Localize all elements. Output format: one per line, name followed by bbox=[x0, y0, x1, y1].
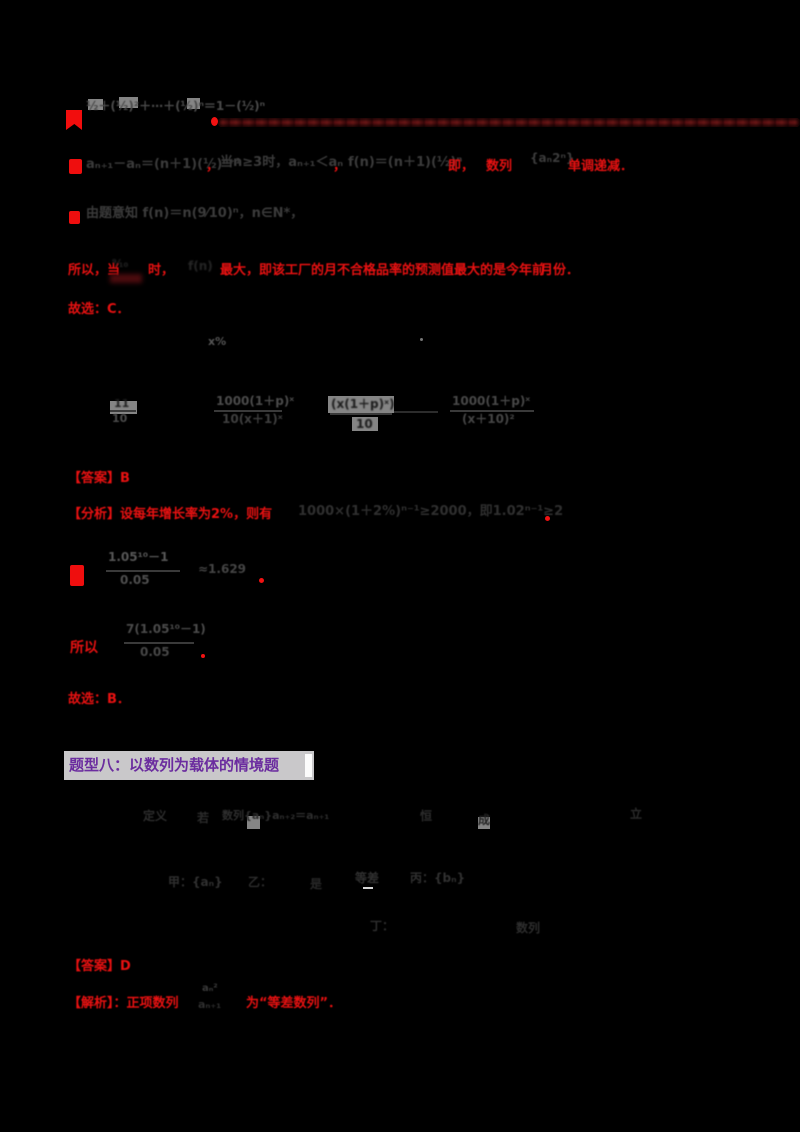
sec8-light-dash bbox=[363, 887, 373, 889]
q2-math-3: f(n)＝(n＋1)(½)ⁿ bbox=[348, 155, 463, 170]
frac2-den: 10(x＋1)ˣ bbox=[222, 412, 283, 426]
frac4-bar bbox=[450, 410, 534, 412]
jiexi-math-fragment: aₙ₊₁ bbox=[198, 998, 222, 1011]
frac2-bar bbox=[214, 410, 282, 412]
frac4-num: 1000(1＋p)ˣ bbox=[452, 394, 531, 408]
sec8-highlight-1 bbox=[247, 816, 260, 829]
section-heading-text: 题型八：以数列为载体的情境题 bbox=[69, 756, 280, 774]
q3-math: 由题意知 f(n)＝n(9⁄10)ⁿ，n∈N*， bbox=[86, 206, 304, 221]
frac4-den: (x＋10)² bbox=[462, 412, 515, 426]
q2-math-1: aₙ₊₁－aₙ＝(n＋1)(½)ⁿ⁺¹ bbox=[86, 157, 241, 172]
s8-bullet bbox=[70, 565, 84, 586]
q2-math-2: 当n≥3时，aₙ₊₁＜aₙ bbox=[220, 155, 344, 170]
analysis-period-dot bbox=[545, 516, 550, 521]
s9-frac-num: 7(1.05¹⁰－1) bbox=[126, 622, 206, 636]
sec8-def-fragment: 定义 bbox=[143, 809, 168, 823]
frac3-num: (x(1＋p)ˣ) bbox=[331, 397, 395, 411]
s8-frac-num: 1.05¹⁰－1 bbox=[108, 550, 169, 564]
sec8-shi-fragment: 是 bbox=[310, 877, 323, 891]
sec8-dengcha-fragment: 等差 bbox=[355, 871, 380, 885]
s8-approx: ≈1.629 bbox=[198, 562, 247, 576]
frac1-den: 10 bbox=[112, 412, 128, 425]
sec8-cheng-fragment: 成 bbox=[478, 813, 491, 827]
frac1-bar bbox=[110, 410, 136, 412]
s9-frac-den: 0.05 bbox=[140, 645, 170, 659]
frac1-num: 11 bbox=[114, 397, 130, 410]
analysis-math: 1000×(1＋2%)ⁿ⁻¹≥2000，即1.02ⁿ⁻¹≥2 bbox=[298, 504, 564, 519]
s8-frac-bar bbox=[106, 570, 180, 572]
sec8-jia-fragment: 甲：{aₙ} bbox=[168, 875, 223, 889]
sol-red-3: 最大，即该工厂的月不合格品率的预测值最大的是今年前 bbox=[220, 263, 546, 278]
s9-period-dot bbox=[201, 654, 205, 658]
answer-label-b: 【答案】B bbox=[68, 471, 130, 486]
sol-red-1: 所以，当 bbox=[68, 263, 121, 278]
sec8-shulie-fragment: 数列 bbox=[516, 921, 541, 935]
heading-cursor-notch bbox=[305, 754, 312, 777]
s8-period-dot bbox=[259, 578, 264, 583]
sec8-heng-fragment: 恒 bbox=[420, 809, 433, 823]
divider-start-dot bbox=[211, 117, 218, 126]
sec8-ruo-fragment: 若 bbox=[197, 811, 210, 825]
sol-red-4: 月份． bbox=[540, 263, 580, 278]
answer-label-d: 【答案】D bbox=[68, 959, 131, 974]
sec8-bing-fragment: 丙：{bₙ} bbox=[410, 871, 466, 885]
s9-frac-bar bbox=[124, 642, 194, 644]
block-rule bbox=[394, 411, 438, 413]
jiexi-sup-fragment: aₙ² bbox=[202, 983, 218, 994]
q2-red-text-3: 单调递减． bbox=[568, 159, 634, 174]
jiexi-red-2: 为“等差数列”． bbox=[246, 996, 342, 1011]
q2-red-text-1: 即， bbox=[448, 159, 475, 174]
jiexi-red-1: 【解析】：正项数列 bbox=[68, 996, 179, 1011]
q2-red-text-2: 数列 bbox=[486, 159, 513, 174]
sec8-ding-fragment: 丁： bbox=[370, 919, 395, 933]
sec8-li-fragment: 立 bbox=[630, 807, 643, 821]
answer-choice-b: 故选：B． bbox=[68, 692, 130, 707]
frac3-highlight-den bbox=[352, 417, 378, 431]
top-highlight-3 bbox=[187, 98, 200, 109]
sol-dark-2: f(n) bbox=[188, 259, 213, 273]
sec8-yi-fragment: 乙： bbox=[248, 875, 273, 889]
sec8-highlight-2 bbox=[478, 817, 490, 829]
q2-red-comma-2: ， bbox=[333, 159, 347, 174]
block-var-fragment: x% bbox=[208, 335, 227, 348]
q2-red-comma-1: ， bbox=[206, 159, 220, 174]
q3-bullet bbox=[69, 211, 80, 224]
frac3-bar bbox=[330, 413, 392, 415]
top-math-fragment: ½＋(½)²＋⋯＋(½)ⁿ＝1－(½)ⁿ bbox=[86, 99, 266, 113]
analysis-red: 【分析】设每年增长率为2%，则有 bbox=[68, 507, 273, 522]
frac2-num: 1000(1＋p)ˣ bbox=[216, 394, 295, 408]
q2-math-4: {aₙ2ⁿ} bbox=[530, 151, 575, 165]
top-highlight-1 bbox=[88, 99, 103, 110]
frac3-highlight-num bbox=[328, 396, 394, 413]
s9-red-soyi: 所以 bbox=[70, 640, 98, 656]
sol-frac: ⁹⁄₁₀ bbox=[112, 257, 129, 270]
sec8-seq-fragment: 数列{aₙ}aₙ₊₂＝aₙ₊₁ bbox=[222, 809, 330, 822]
divider-chain-line bbox=[218, 118, 800, 127]
frac3-den: 10 bbox=[356, 417, 373, 431]
sol-red-2: 时， bbox=[148, 263, 175, 278]
block-speck bbox=[420, 338, 423, 341]
top-flag-marker bbox=[66, 110, 82, 130]
top-highlight-2 bbox=[119, 97, 138, 108]
section-heading: 题型八：以数列为载体的情境题 bbox=[64, 751, 314, 780]
sol-frac-smudge bbox=[110, 274, 142, 283]
answer-choice-c: 故选：C． bbox=[68, 302, 130, 317]
s8-frac-den: 0.05 bbox=[120, 573, 150, 587]
q2-bullet bbox=[69, 159, 82, 174]
